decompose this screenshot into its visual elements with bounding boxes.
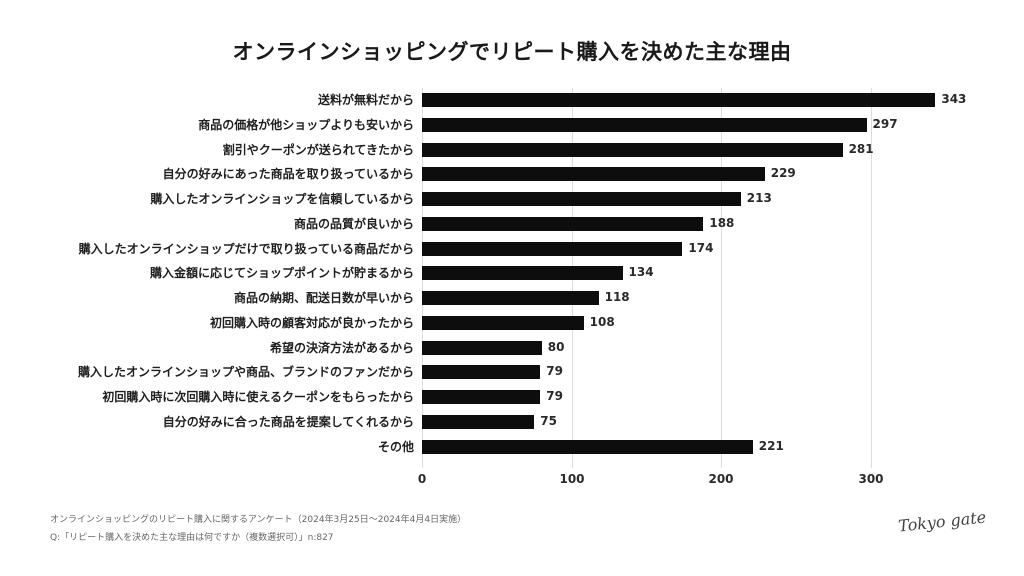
bar — [422, 315, 584, 330]
bar-row: 割引やクーポンが送られてきたから 281 — [0, 138, 1024, 162]
category-label: 購入したオンラインショップや商品、ブランドのファンだから — [77, 365, 414, 380]
x-tick-300: 300 — [858, 472, 884, 486]
category-label: 自分の好みに合った商品を提案してくれるから — [162, 414, 414, 429]
category-label: 購入金額に応じてショップポイントが貯まるから — [149, 266, 414, 281]
bar-row: その他 221 — [0, 435, 1024, 459]
chart-title: オンラインショッピングでリピート購入を決めた主な理由 — [232, 40, 792, 64]
survey-footnote: オンラインショッピングのリピート購入に関するアンケート（2024年3月25日〜2… — [50, 515, 467, 525]
bar — [422, 266, 623, 281]
value-label: 188 — [709, 215, 735, 230]
bar-row: 送料が無料だから 343 — [0, 88, 1024, 112]
category-label: 商品の価格が他ショップよりも安いから — [198, 117, 414, 132]
bar-row: 購入したオンラインショップを信頼しているから 213 — [0, 187, 1024, 211]
bar-row: 購入したオンラインショップだけで取り扱っている商品だから 174 — [0, 237, 1024, 261]
bar — [422, 439, 753, 454]
bar-row: 商品の納期、配送日数が早いから 118 — [0, 286, 1024, 310]
gridline-200 — [721, 88, 722, 468]
question-footnote: Q:「リピート購入を決めた主な理由は何ですか（複数選択可）」n:827 — [50, 533, 334, 543]
value-label: 281 — [848, 141, 874, 156]
bar — [422, 340, 542, 355]
value-label: 79 — [546, 389, 563, 403]
category-label: 購入したオンラインショップだけで取り扱っている商品だから — [78, 241, 414, 256]
value-label: 118 — [604, 290, 630, 304]
value-label: 343 — [941, 92, 967, 106]
bar — [422, 241, 683, 256]
bar — [422, 216, 704, 231]
bar-row: 商品の品質が良いから 188 — [0, 212, 1024, 236]
category-label: 初回購入時に次回購入時に使えるクーポンをもらったから — [102, 390, 414, 404]
bar — [422, 365, 541, 380]
category-label: 自分の好みにあった商品を取り扱っているから — [162, 167, 414, 182]
bar — [422, 390, 541, 404]
value-label: 134 — [628, 265, 654, 280]
x-tick-100: 100 — [559, 472, 585, 486]
bar-row: 希望の決済方法があるから 80 — [0, 336, 1024, 360]
bar-row: 自分の好みにあった商品を取り扱っているから 229 — [0, 162, 1024, 186]
bar-row: 購入金額に応じてショップポイントが貯まるから 134 — [0, 261, 1024, 285]
bar — [422, 414, 535, 429]
category-label: 送料が無料だから — [317, 93, 414, 107]
gridline-300 — [871, 88, 872, 468]
x-tick-0: 0 — [417, 472, 427, 486]
bar — [422, 142, 843, 157]
value-label: 213 — [746, 191, 772, 205]
category-label: 購入したオンラインショップを信頼しているから — [150, 192, 414, 206]
bar — [422, 117, 867, 132]
value-label: 174 — [688, 240, 714, 255]
bar — [422, 93, 936, 107]
bar — [422, 167, 765, 182]
category-label: 初回購入時の顧客対応が良かったから — [209, 315, 414, 330]
category-label: 商品の品質が良いから — [293, 216, 414, 231]
bar-row: 商品の価格が他ショップよりも安いから 297 — [0, 113, 1024, 137]
value-label: 75 — [540, 413, 557, 428]
bar-row: 初回購入時の顧客対応が良かったから 108 — [0, 311, 1024, 335]
category-label: 希望の決済方法があるから — [269, 340, 414, 355]
bar-row: 初回購入時に次回購入時に使えるクーポンをもらったから 79 — [0, 385, 1024, 409]
category-label: その他 — [377, 439, 414, 454]
bar-row: 購入したオンラインショップや商品、ブランドのファンだから 79 — [0, 360, 1024, 384]
value-label: 229 — [770, 166, 796, 181]
value-label: 80 — [547, 339, 565, 354]
value-label: 108 — [589, 314, 615, 329]
category-label: 商品の納期、配送日数が早いから — [233, 291, 414, 305]
bar-row: 自分の好みに合った商品を提案してくれるから 75 — [0, 410, 1024, 434]
category-label: 割引やクーポンが送られてきたから — [222, 142, 414, 157]
value-label: 297 — [872, 116, 898, 131]
bar — [422, 192, 741, 206]
x-tick-200: 200 — [708, 472, 734, 486]
bar — [422, 291, 599, 305]
value-label: 79 — [546, 364, 563, 379]
value-label: 221 — [758, 438, 784, 453]
